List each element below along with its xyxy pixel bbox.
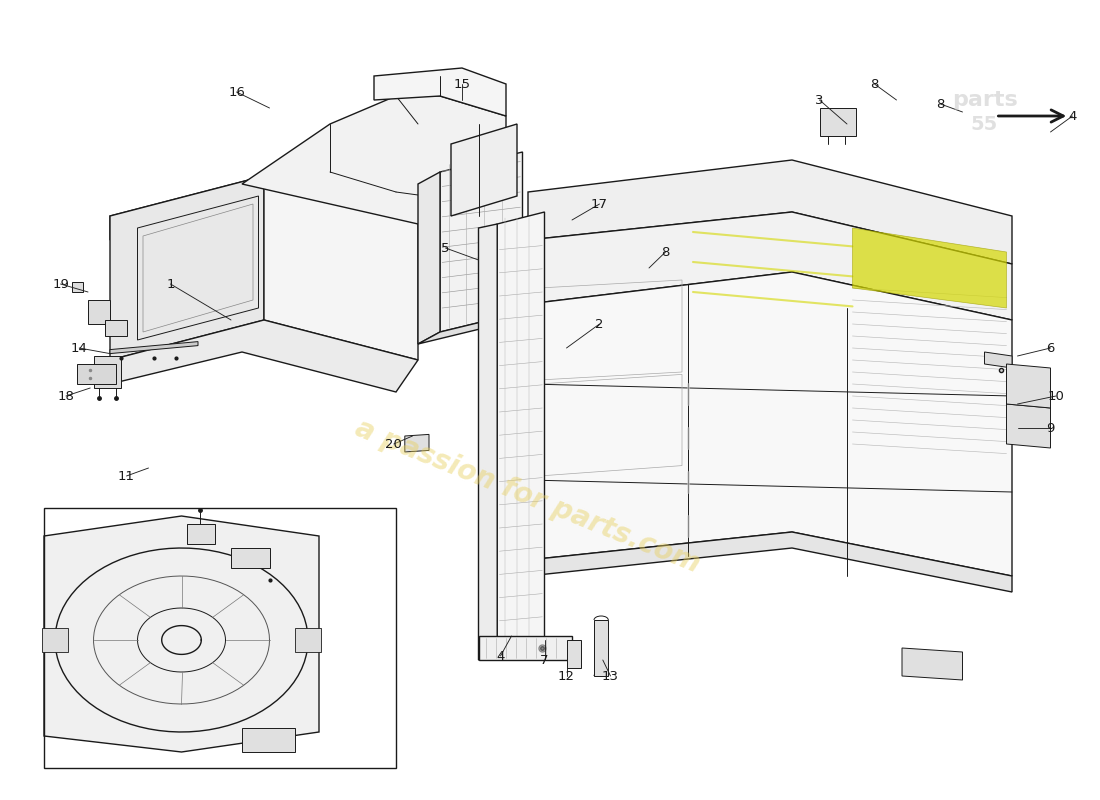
Text: 10: 10 — [1047, 390, 1065, 402]
Polygon shape — [528, 212, 1012, 320]
Text: 1: 1 — [166, 278, 175, 290]
Text: 19: 19 — [52, 278, 69, 290]
Polygon shape — [88, 300, 110, 324]
Polygon shape — [405, 434, 429, 452]
Polygon shape — [264, 176, 418, 360]
Polygon shape — [478, 636, 572, 660]
Polygon shape — [242, 96, 506, 224]
Text: 16: 16 — [228, 86, 245, 98]
Polygon shape — [110, 176, 264, 360]
Polygon shape — [566, 640, 581, 668]
Polygon shape — [242, 728, 295, 752]
Polygon shape — [984, 352, 1012, 368]
Text: 12: 12 — [558, 670, 575, 682]
Polygon shape — [902, 648, 962, 680]
Polygon shape — [77, 364, 116, 384]
Text: 11: 11 — [118, 470, 135, 482]
Polygon shape — [1006, 404, 1050, 448]
Polygon shape — [42, 628, 68, 652]
Polygon shape — [374, 68, 506, 116]
Polygon shape — [528, 272, 1012, 576]
Polygon shape — [1006, 364, 1050, 408]
Text: a passion for parts.com: a passion for parts.com — [352, 414, 704, 578]
Polygon shape — [478, 224, 497, 660]
Text: 14: 14 — [70, 342, 88, 354]
Text: 4: 4 — [496, 650, 505, 662]
Polygon shape — [594, 620, 608, 676]
Polygon shape — [451, 124, 517, 216]
Text: 7: 7 — [540, 654, 549, 666]
Text: 6: 6 — [1046, 342, 1055, 354]
Polygon shape — [110, 176, 418, 248]
Text: 8: 8 — [936, 98, 945, 110]
Polygon shape — [852, 228, 1006, 308]
Text: 13: 13 — [602, 670, 619, 682]
Polygon shape — [94, 356, 121, 388]
Polygon shape — [187, 524, 214, 544]
Polygon shape — [418, 172, 440, 344]
Polygon shape — [231, 548, 270, 568]
Polygon shape — [72, 282, 82, 292]
Text: 9: 9 — [1046, 422, 1055, 434]
Polygon shape — [440, 152, 522, 332]
Polygon shape — [528, 160, 1012, 264]
Text: 2: 2 — [595, 318, 604, 330]
Polygon shape — [497, 212, 544, 656]
Polygon shape — [110, 342, 198, 354]
Polygon shape — [820, 108, 856, 136]
Text: 5: 5 — [441, 242, 450, 254]
Text: 55: 55 — [971, 114, 998, 134]
Text: 17: 17 — [591, 198, 608, 210]
Polygon shape — [104, 320, 126, 336]
Text: 3: 3 — [815, 94, 824, 106]
Polygon shape — [44, 516, 319, 752]
Text: 8: 8 — [661, 246, 670, 258]
Text: 20: 20 — [385, 438, 403, 450]
Text: parts: parts — [952, 90, 1018, 110]
Text: 4: 4 — [1068, 110, 1077, 122]
Polygon shape — [528, 532, 1012, 592]
Text: 18: 18 — [57, 390, 75, 402]
Polygon shape — [110, 320, 418, 392]
Text: 8: 8 — [870, 78, 879, 90]
Polygon shape — [418, 312, 522, 344]
Text: 15: 15 — [453, 78, 471, 90]
Polygon shape — [295, 628, 321, 652]
